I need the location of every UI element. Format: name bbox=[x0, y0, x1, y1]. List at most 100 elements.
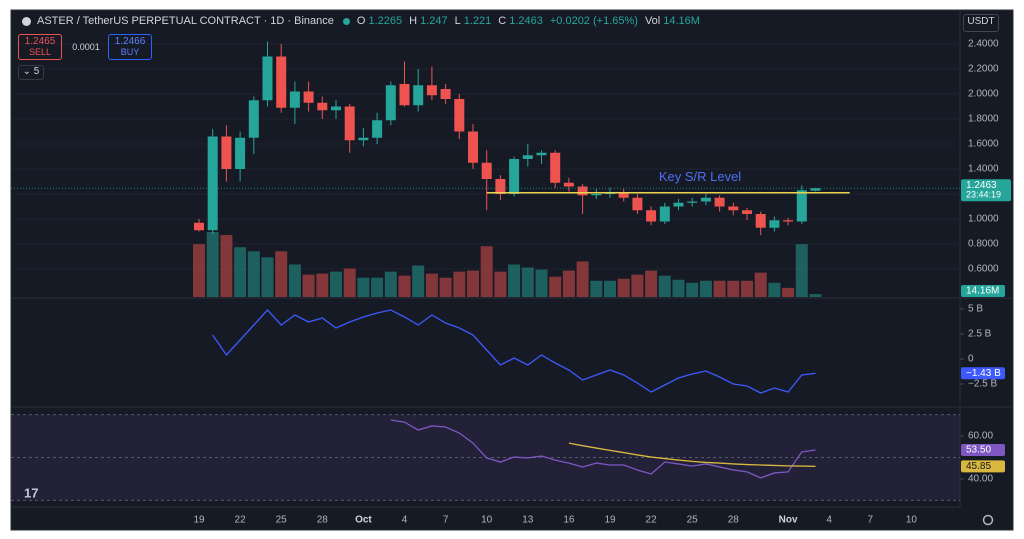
candle-body bbox=[563, 182, 574, 187]
status-dot bbox=[342, 17, 350, 25]
sell-button[interactable]: 1.2465 SELL bbox=[18, 34, 62, 60]
volume-bar bbox=[631, 274, 644, 297]
candle-body bbox=[235, 137, 246, 169]
ohlc-value: 1.2265 bbox=[368, 15, 403, 27]
candle-body bbox=[714, 197, 725, 207]
y-tick-label: 1.8000 bbox=[968, 114, 999, 125]
y-tick-label: −2.5 B bbox=[968, 379, 998, 390]
x-tick-label: 10 bbox=[481, 515, 493, 526]
x-tick-label: 4 bbox=[826, 515, 832, 526]
y-tick-label: 60.00 bbox=[968, 431, 993, 442]
volume-bar bbox=[754, 272, 767, 297]
volume-bar bbox=[330, 271, 342, 297]
indicator-line bbox=[390, 419, 816, 479]
volume-bar bbox=[261, 257, 274, 297]
volume-bar bbox=[343, 268, 356, 297]
currency-button[interactable]: USDT bbox=[963, 14, 999, 32]
volume-bar bbox=[275, 251, 288, 297]
candle-body bbox=[591, 194, 602, 196]
annotation: Key S/R Level bbox=[659, 169, 741, 184]
candle-body bbox=[700, 197, 711, 202]
y-tick-label: 0.6000 bbox=[968, 264, 999, 275]
y-tick-label: 5 B bbox=[968, 304, 983, 315]
volume-bar bbox=[508, 264, 521, 297]
y-tick-label: 1.0000 bbox=[968, 214, 999, 225]
x-tick-label: 25 bbox=[276, 515, 288, 526]
candle-body bbox=[262, 56, 273, 101]
y-tick-label: 2.2000 bbox=[968, 64, 999, 75]
volume-bar bbox=[234, 247, 247, 297]
candle-body bbox=[536, 152, 547, 156]
candle-body bbox=[221, 136, 232, 169]
logo: 17 bbox=[24, 485, 38, 500]
buy-label: BUY bbox=[120, 47, 140, 57]
buy-price: 1.2466 bbox=[114, 36, 146, 47]
y-tick-label: 2.4000 bbox=[968, 39, 999, 50]
ohlc-value: 1.2463 bbox=[509, 15, 543, 27]
vol-label: Vol bbox=[644, 15, 661, 27]
volume-bar bbox=[206, 232, 219, 297]
volume-bar bbox=[658, 275, 671, 297]
volume-bar bbox=[562, 270, 575, 297]
sell-label: SELL bbox=[28, 47, 52, 57]
candle-body bbox=[426, 85, 437, 96]
ohlc-label: O bbox=[356, 15, 366, 27]
x-tick-label: 16 bbox=[563, 515, 575, 526]
symbol-icon bbox=[22, 16, 31, 26]
volume-bar bbox=[809, 294, 822, 297]
volume-bar bbox=[741, 280, 753, 297]
candle-body bbox=[207, 136, 218, 231]
volume-bar bbox=[398, 275, 411, 297]
volume-bar bbox=[549, 276, 562, 297]
volume-bar bbox=[795, 244, 808, 297]
countdown: 23:44:19 bbox=[966, 190, 1001, 200]
volume-bar bbox=[727, 280, 740, 297]
volume-bar bbox=[782, 287, 795, 297]
volume-bar bbox=[384, 271, 397, 297]
candle-body bbox=[468, 131, 478, 163]
ohlc-value: 1.247 bbox=[420, 15, 448, 27]
volume-bar bbox=[425, 273, 438, 297]
x-tick-label: 28 bbox=[317, 515, 329, 526]
volume-bar bbox=[193, 244, 205, 297]
volume-bar bbox=[302, 274, 315, 297]
volume-bar bbox=[247, 251, 260, 297]
value-badge-bg bbox=[961, 443, 1005, 456]
y-tick-label: 0.8000 bbox=[968, 239, 999, 250]
candle-body bbox=[372, 120, 383, 138]
candle-body bbox=[659, 206, 670, 222]
settings-icon[interactable] bbox=[982, 514, 994, 526]
indicator-line bbox=[212, 309, 816, 394]
candle-body bbox=[632, 197, 643, 211]
candle-body bbox=[810, 188, 821, 191]
volume-bar bbox=[480, 246, 493, 297]
volume-badge: 14.16M bbox=[966, 286, 999, 297]
candle-body bbox=[618, 192, 629, 198]
volume-bar bbox=[220, 235, 233, 297]
candle-body bbox=[358, 137, 369, 141]
volume-badge-bg bbox=[961, 285, 1005, 297]
spread: 0.0001 bbox=[72, 42, 100, 52]
volume-bar bbox=[357, 277, 370, 297]
price-badge: 1.2463 bbox=[966, 180, 997, 191]
volume-bar bbox=[768, 282, 781, 297]
candle-body bbox=[509, 159, 520, 194]
y-tick-label: 1.6000 bbox=[968, 139, 999, 150]
candle-body bbox=[646, 210, 657, 222]
value-badge: 45.85 bbox=[966, 461, 991, 472]
candle-body bbox=[742, 210, 752, 214]
candle-body bbox=[454, 99, 465, 132]
candle-body bbox=[331, 106, 341, 111]
collapse-button[interactable]: ⌄ 5 bbox=[18, 65, 44, 80]
candle-body bbox=[769, 220, 780, 228]
x-tick-label: Nov bbox=[779, 515, 798, 526]
header: ASTER / TetherUS PERPETUAL CONTRACT · 1D… bbox=[22, 15, 704, 27]
volume-bar bbox=[439, 277, 452, 297]
x-tick-label: 7 bbox=[868, 515, 874, 526]
buy-button[interactable]: 1.2466 BUY bbox=[108, 34, 152, 60]
volume-bar bbox=[604, 280, 616, 297]
volume-bar bbox=[576, 261, 589, 297]
value-badge: 53.50 bbox=[966, 445, 991, 456]
volume-bar bbox=[617, 278, 630, 297]
